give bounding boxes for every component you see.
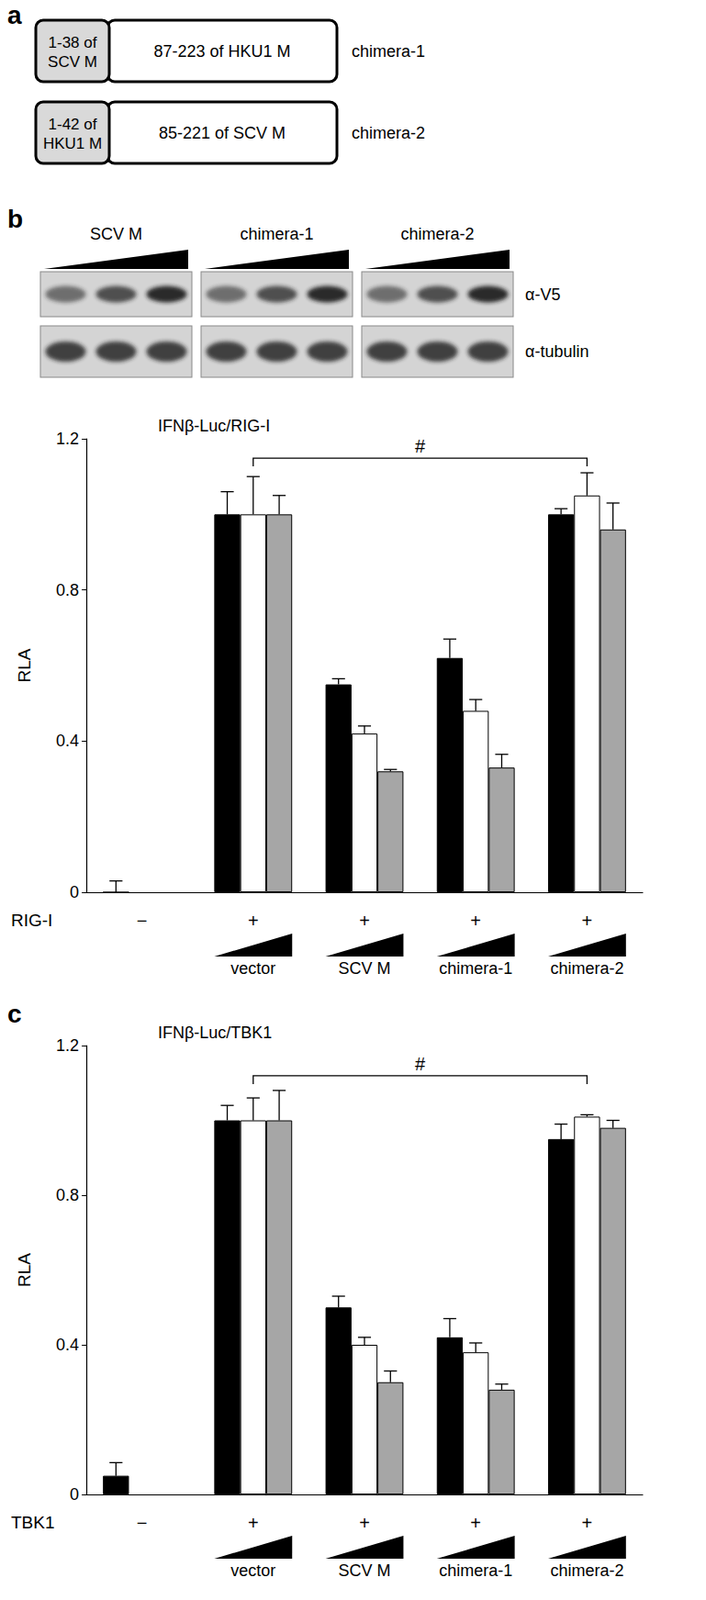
svg-text:−: − [136, 910, 148, 931]
svg-text:vector: vector [230, 1561, 276, 1581]
svg-text:SCV M: SCV M [89, 224, 143, 244]
svg-text:−: − [136, 1512, 148, 1534]
svg-text:#: # [414, 436, 426, 457]
svg-text:a: a [7, 0, 23, 30]
svg-text:chimera-1: chimera-1 [351, 42, 426, 61]
svg-text:c: c [7, 999, 23, 1029]
svg-text:α-V5: α-V5 [525, 285, 561, 304]
svg-text:RLA: RLA [14, 1253, 34, 1288]
svg-text:chimera-1: chimera-1 [239, 224, 314, 244]
svg-text:+: + [470, 1512, 482, 1534]
svg-text:0.8: 0.8 [56, 581, 79, 600]
svg-text:1.2: 1.2 [56, 1036, 79, 1055]
svg-text:chimera-2: chimera-2 [400, 224, 474, 244]
svg-text:87-223 of HKU1 M: 87-223 of HKU1 M [153, 42, 291, 61]
svg-text:+: + [358, 910, 370, 931]
svg-text:#: # [414, 1053, 426, 1075]
svg-text:SCV M: SCV M [47, 53, 98, 71]
svg-text:+: + [470, 910, 482, 931]
svg-text:1-38 of: 1-38 of [48, 33, 98, 52]
svg-text:chimera-1: chimera-1 [438, 1561, 513, 1581]
svg-text:+: + [582, 910, 594, 931]
svg-text:TBK1: TBK1 [11, 1512, 56, 1533]
svg-text:+: + [247, 1512, 259, 1534]
svg-text:chimera-2: chimera-2 [549, 1561, 624, 1581]
svg-text:b: b [7, 204, 23, 234]
svg-text:chimera-2: chimera-2 [351, 123, 426, 143]
svg-text:0.4: 0.4 [56, 1335, 79, 1355]
svg-text:chimera-2: chimera-2 [549, 959, 624, 978]
svg-text:0.4: 0.4 [56, 731, 79, 751]
svg-text:+: + [358, 1512, 370, 1534]
svg-text:RIG-I: RIG-I [11, 910, 53, 931]
svg-text:vector: vector [230, 959, 276, 978]
svg-text:chimera-1: chimera-1 [438, 959, 513, 978]
svg-text:SCV M: SCV M [337, 1561, 391, 1581]
svg-text:+: + [582, 1512, 594, 1534]
svg-text:IFNβ-Luc/RIG-I: IFNβ-Luc/RIG-I [157, 416, 270, 436]
svg-text:1.2: 1.2 [56, 429, 79, 449]
svg-text:α-tubulin: α-tubulin [525, 342, 589, 361]
svg-text:+: + [247, 910, 259, 931]
svg-text:0: 0 [69, 1485, 79, 1504]
svg-text:85-221 of SCV M: 85-221 of SCV M [158, 123, 286, 143]
svg-text:SCV M: SCV M [337, 959, 391, 978]
svg-text:RLA: RLA [14, 648, 34, 683]
svg-text:IFNβ-Luc/TBK1: IFNβ-Luc/TBK1 [157, 1023, 272, 1043]
svg-text:1-42 of: 1-42 of [48, 115, 98, 134]
svg-text:HKU1 M: HKU1 M [43, 134, 102, 153]
svg-text:0.8: 0.8 [56, 1186, 79, 1205]
svg-text:0: 0 [69, 883, 79, 902]
